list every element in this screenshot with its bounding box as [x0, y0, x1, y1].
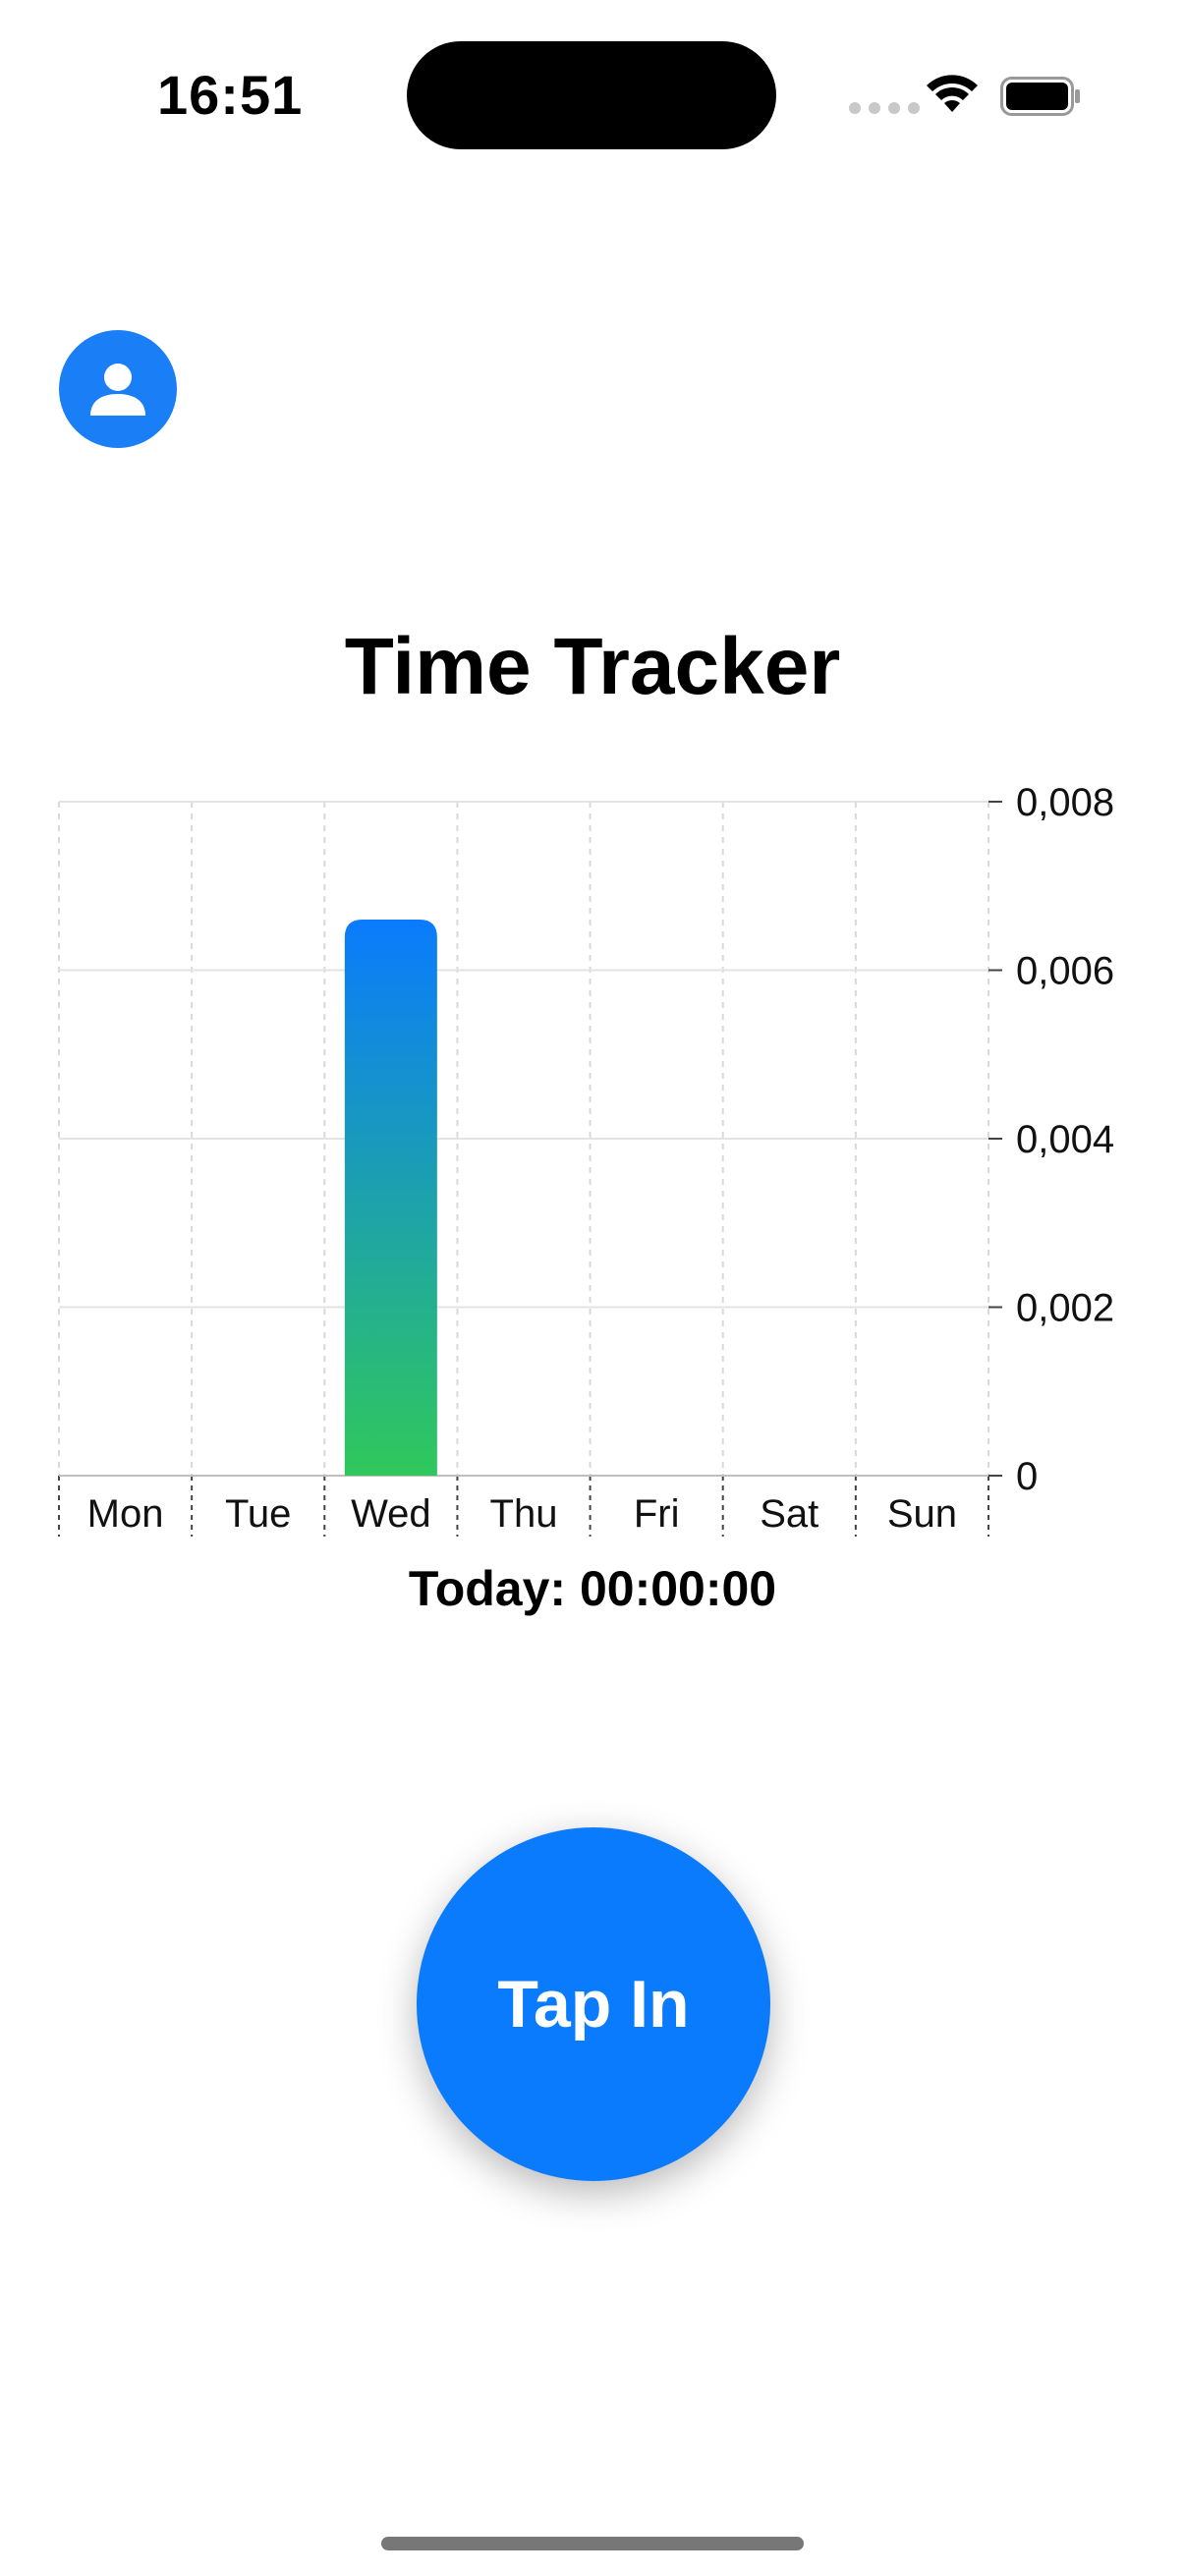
cellular-signal-icon [849, 102, 920, 114]
x-tick-label: Fri [634, 1492, 680, 1536]
profile-button[interactable] [59, 330, 177, 448]
x-tick-label: Thu [490, 1492, 558, 1536]
bar-wed [344, 920, 437, 1476]
wifi-icon [927, 75, 978, 112]
home-indicator[interactable] [381, 2537, 804, 2550]
today-duration: Today: 00:00:00 [408, 1561, 777, 1616]
dynamic-island [407, 41, 776, 149]
tap-in-button[interactable]: Tap In [417, 1827, 770, 2181]
x-tick-label: Wed [351, 1492, 431, 1536]
x-tick-label: Sat [760, 1492, 818, 1536]
y-tick-label: 0,006 [1016, 950, 1114, 993]
page-title: Time Tracker [344, 622, 841, 711]
x-tick-label: Mon [87, 1492, 164, 1536]
weekly-time-chart: 0 0,002 0,004 0,006 0,008 Mon Tue Wed Thu Fri Sat… [58, 781, 1114, 1537]
battery-icon [1000, 77, 1080, 116]
x-tick-label: Sun [887, 1492, 957, 1536]
y-tick-label: 0,008 [1016, 781, 1114, 824]
status-time: 16:51 [157, 64, 304, 126]
y-tick-label: 0,002 [1016, 1287, 1114, 1330]
y-tick-label: 0 [1016, 1455, 1038, 1498]
x-tick-label: Tue [225, 1492, 291, 1536]
person-icon [90, 364, 145, 416]
y-tick-label: 0,004 [1016, 1118, 1114, 1161]
